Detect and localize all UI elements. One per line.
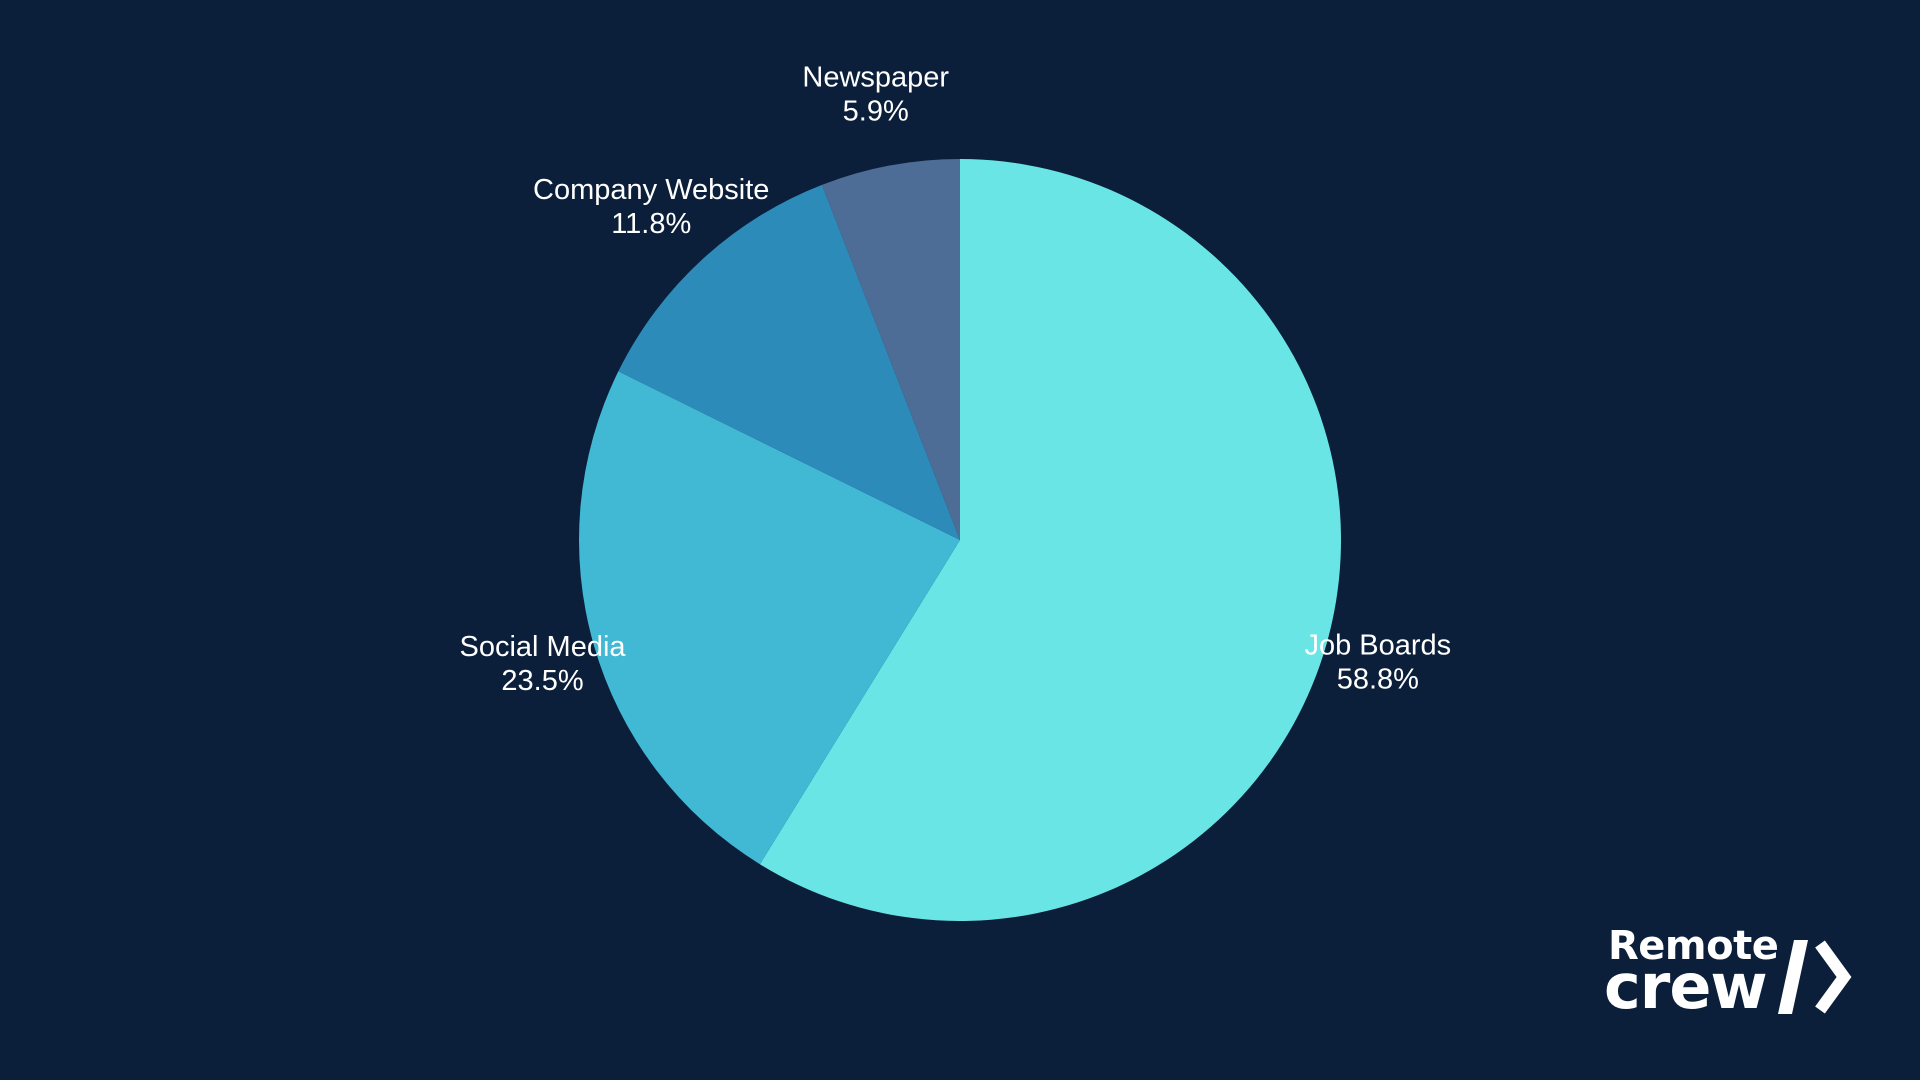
slice-label-value: 11.8%: [611, 208, 691, 240]
slice-label-job-boards: Job Boards 58.8%: [1304, 630, 1451, 696]
slice-label-value: 23.5%: [501, 665, 583, 697]
slice-label-company-website: Company Website 11.8%: [533, 174, 769, 240]
pie-slice-company-website: [618, 184, 960, 540]
logo-word-crew: crew: [1604, 950, 1768, 1023]
slash-chevron-icon: [1778, 940, 1852, 1014]
slice-label-value: 58.8%: [1337, 664, 1419, 696]
logo-word-remote: Remote: [1608, 923, 1779, 969]
slice-label-name: Company Website: [533, 174, 769, 206]
slice-label-name: Social Media: [460, 631, 627, 663]
pie-slices: [579, 159, 1341, 921]
slice-label-name: Newspaper: [802, 62, 949, 94]
remote-crew-logo: Remote crew: [1604, 926, 1852, 1026]
slice-label-value: 5.9%: [843, 96, 909, 128]
slice-label-newspaper: Newspaper 5.9%: [802, 62, 949, 128]
slice-label-name: Job Boards: [1304, 630, 1451, 662]
pie-labels: Job Boards 58.8% Social Media 23.5% Company …: [460, 62, 1452, 697]
pie-slice-social-media: [579, 371, 960, 865]
slice-label-social-media: Social Media 23.5%: [460, 631, 627, 697]
pie-slice-newspaper: [821, 159, 960, 540]
pie-slice-job-boards: [759, 159, 1341, 921]
